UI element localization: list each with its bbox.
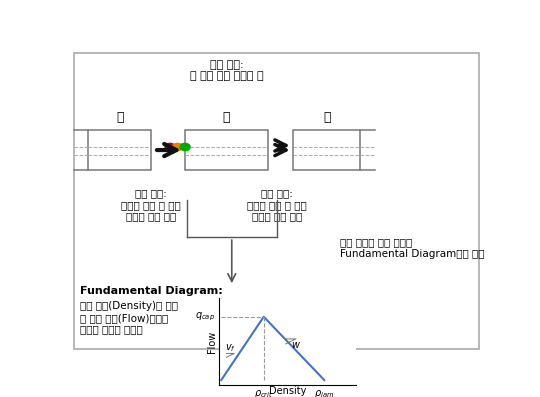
Text: $\rho_{crit}$: $\rho_{crit}$ bbox=[254, 388, 273, 397]
Text: 수용 함수:
셀에서 받을 수 있는
차량의 수들 도출: 수용 함수: 셀에서 받을 수 있는 차량의 수들 도출 bbox=[122, 188, 181, 222]
Bar bbox=[185, 130, 268, 170]
X-axis label: Density: Density bbox=[269, 386, 306, 397]
Text: $q_{cap}$: $q_{cap}$ bbox=[195, 310, 215, 323]
Text: $\rho_{jam}$: $\rho_{jam}$ bbox=[314, 388, 334, 397]
Bar bbox=[89, 130, 151, 170]
Bar bbox=[294, 130, 361, 170]
Circle shape bbox=[180, 143, 190, 150]
FancyBboxPatch shape bbox=[74, 53, 479, 349]
Text: 셀: 셀 bbox=[323, 111, 330, 124]
Text: 전송 함수:
셀에서 보낼 수 있는
차량의 수들 도출: 전송 함수: 셀에서 보낼 수 있는 차량의 수들 도출 bbox=[247, 188, 307, 222]
Text: $w$: $w$ bbox=[291, 340, 301, 350]
Text: 상태 함수(Density)와 수용
및 전송 함수(Flow)사이의
관계를 나타낸 그래프: 상태 함수(Density)와 수용 및 전송 함수(Flow)사이의 관계를 … bbox=[80, 301, 178, 335]
Text: 셀: 셀 bbox=[223, 111, 230, 124]
Circle shape bbox=[165, 143, 175, 150]
Text: 셀: 셀 bbox=[116, 111, 124, 124]
Circle shape bbox=[173, 143, 183, 150]
Text: Fundamental Diagram:: Fundamental Diagram: bbox=[80, 286, 223, 296]
Y-axis label: Flow: Flow bbox=[207, 330, 217, 353]
Text: 수용 함수와 전송 함수는
Fundamental Diagram에서 도출: 수용 함수와 전송 함수는 Fundamental Diagram에서 도출 bbox=[340, 237, 484, 259]
Text: $v_f$: $v_f$ bbox=[225, 343, 236, 354]
Text: 상태 함수:
셀 안에 있는 차량의 수: 상태 함수: 셀 안에 있는 차량의 수 bbox=[190, 60, 264, 81]
